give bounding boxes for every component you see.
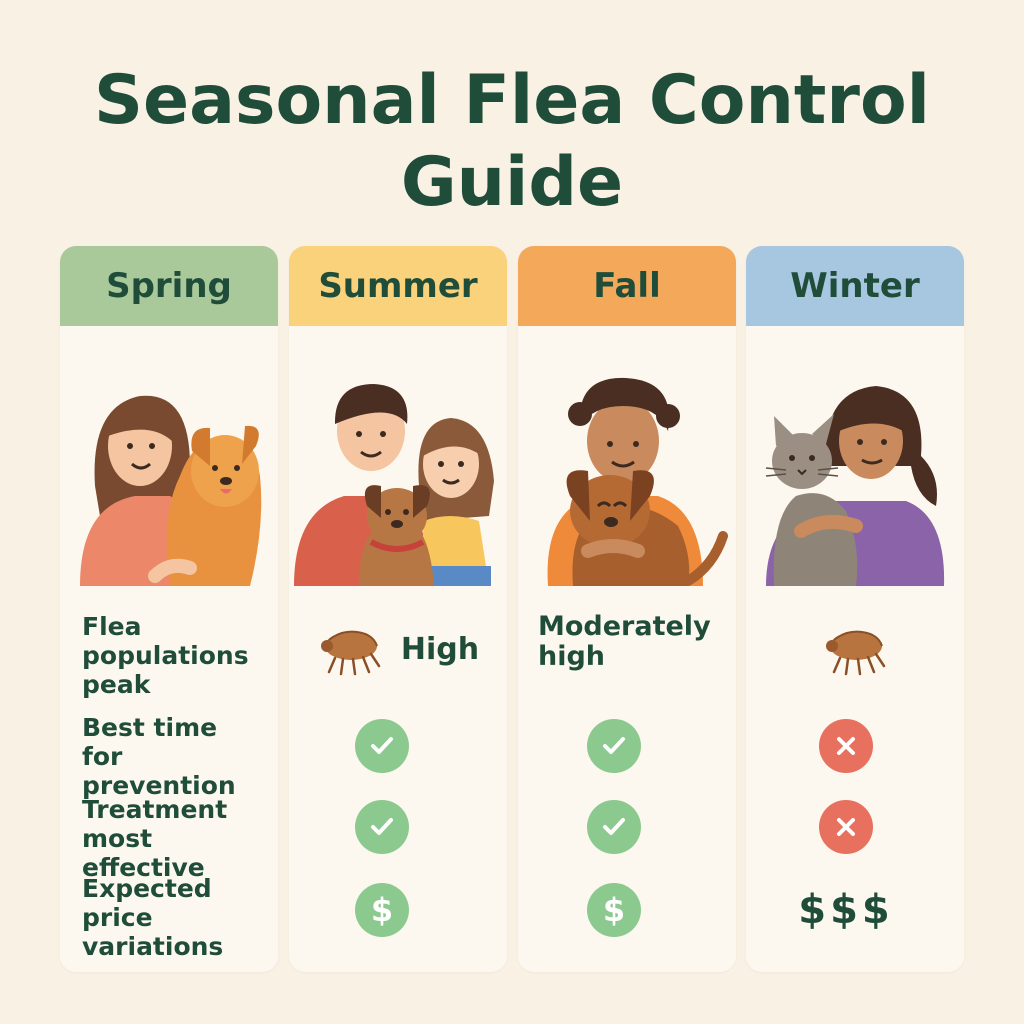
cell-fall-price: $: [505, 882, 723, 938]
row-label-line: most effective: [82, 824, 205, 882]
cross-icon: [819, 719, 873, 773]
flea-level-line: Moderately: [538, 611, 711, 642]
dollar-icon: $: [355, 883, 409, 937]
cell-winter-flea-peak: [746, 618, 964, 682]
cell-summer-price: $: [273, 882, 491, 938]
flea-level-text: High: [400, 632, 480, 667]
price-level-text: $$$: [798, 887, 894, 933]
flea-icon: [320, 630, 381, 676]
row-label-line: variations: [82, 932, 224, 961]
row-label-flea-populations-peak: Flea populations peak: [82, 612, 282, 699]
cell-winter-treatment: [737, 799, 955, 855]
row-label-line: Flea: [82, 612, 142, 641]
row-label-expected-price-variations: Expected price variations: [82, 874, 282, 961]
man-and-girl-with-dog-illustration: [294, 384, 494, 586]
cell-summer-treatment: [273, 799, 491, 855]
cell-winter-price: $$$: [737, 882, 955, 938]
cell-fall-flea-peak: Moderately high: [518, 610, 736, 674]
row-label-line: price: [82, 903, 153, 932]
row-label-best-time-for-prevention: Best time for prevention: [82, 713, 282, 800]
check-icon: [355, 719, 409, 773]
row-label-line: peak: [82, 670, 151, 699]
check-icon: [587, 719, 641, 773]
title-line-1: Seasonal Flea Control: [94, 61, 930, 140]
check-icon: [587, 800, 641, 854]
cell-fall-treatment: [505, 799, 723, 855]
cell-summer-prevention: [273, 718, 491, 774]
column-fall: Fall: [518, 246, 736, 972]
cross-icon: [819, 800, 873, 854]
woman-with-golden-dog-illustration: [80, 395, 262, 586]
page-title: Seasonal Flea Control Guide: [0, 60, 1024, 224]
row-label-line: populations: [82, 641, 249, 670]
flea-level-text: Moderately high: [538, 612, 711, 672]
row-label-treatment-most-effective: Treatment most effective: [82, 795, 282, 882]
row-label-line: Treatment: [82, 795, 228, 824]
row-label-line: for prevention: [82, 742, 236, 800]
season-header-spring: Spring: [60, 246, 278, 326]
cell-fall-prevention: [505, 718, 723, 774]
woman-holding-gray-cat-illustration: [765, 386, 945, 586]
title-line-2: Guide: [400, 143, 624, 222]
season-header-fall: Fall: [518, 246, 736, 326]
boy-hugging-brown-dog-illustration: [547, 377, 728, 586]
column-summer: Summer: [289, 246, 507, 972]
cell-winter-prevention: [737, 718, 955, 774]
check-icon: [355, 800, 409, 854]
row-label-line: Best time: [82, 713, 218, 742]
season-header-summer: Summer: [289, 246, 507, 326]
column-spring: Spring: [60, 246, 278, 972]
dollar-icon: $: [587, 883, 641, 937]
flea-icon: [826, 630, 886, 676]
cell-summer-flea-peak: High: [289, 618, 507, 682]
flea-level-line: high: [538, 641, 606, 672]
column-winter: Winter: [746, 246, 964, 972]
row-label-line: Expected: [82, 874, 212, 903]
season-header-winter: Winter: [746, 246, 964, 326]
